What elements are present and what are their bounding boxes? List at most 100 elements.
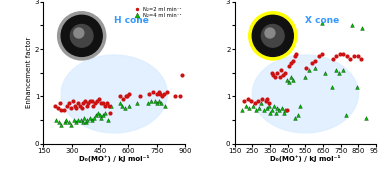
Point [126, 104, 132, 107]
Point [302, 76, 308, 79]
Point [330, 57, 336, 60]
Point [246, 107, 252, 109]
Point [98, 102, 104, 105]
Point [159, 95, 165, 98]
Point [243, 104, 249, 107]
Circle shape [252, 15, 293, 56]
Text: H cone: H cone [114, 16, 149, 25]
Point [245, 97, 251, 100]
Point [120, 97, 126, 100]
Point [154, 92, 160, 95]
Point [152, 100, 158, 102]
Point [363, 116, 369, 119]
Point [292, 116, 298, 119]
Point [56, 102, 62, 105]
Point [355, 55, 361, 58]
Point [282, 71, 288, 74]
Point [90, 104, 96, 107]
Point [266, 102, 272, 105]
Point [286, 81, 292, 84]
Point [56, 121, 62, 124]
Point [102, 111, 108, 114]
Point [241, 100, 247, 102]
Point [71, 118, 77, 121]
Circle shape [70, 24, 93, 47]
Point [279, 69, 285, 72]
Ellipse shape [61, 55, 167, 133]
Point [312, 59, 318, 62]
Point [79, 107, 85, 109]
Point [66, 121, 72, 124]
Point [82, 121, 88, 124]
Point [284, 109, 290, 112]
Point [264, 107, 270, 109]
Point [267, 111, 273, 114]
Point [122, 107, 128, 109]
Point [88, 100, 94, 102]
Point [349, 24, 355, 27]
Point [105, 104, 112, 107]
Point [271, 74, 277, 77]
Point [316, 55, 322, 58]
Point [279, 107, 285, 109]
Point [100, 102, 106, 105]
Point [280, 74, 286, 77]
Ellipse shape [252, 55, 358, 133]
Point [93, 114, 99, 117]
X-axis label: D₀(MO⁺) / kJ mol⁻¹: D₀(MO⁺) / kJ mol⁻¹ [79, 155, 149, 162]
Point [134, 102, 140, 105]
Point [94, 111, 101, 114]
Point [319, 22, 325, 25]
Point [262, 100, 268, 102]
Point [52, 104, 58, 107]
Point [87, 116, 93, 119]
Point [158, 102, 164, 105]
Point [156, 90, 162, 93]
Point [269, 109, 275, 112]
Point [261, 109, 267, 112]
Point [177, 95, 183, 98]
Point [252, 102, 258, 105]
Text: X cone: X cone [305, 16, 339, 25]
Point [73, 121, 79, 124]
Point [308, 62, 314, 65]
Point [156, 100, 162, 102]
Point [85, 102, 91, 105]
Point [293, 52, 299, 55]
X-axis label: D₀(MO⁺) / kJ mol⁻¹: D₀(MO⁺) / kJ mol⁻¹ [270, 155, 341, 162]
Point [329, 85, 335, 88]
Point [89, 118, 95, 121]
Point [253, 109, 259, 112]
Point [306, 69, 312, 72]
Point [239, 109, 245, 112]
Point [84, 104, 90, 107]
Circle shape [61, 15, 102, 56]
Point [91, 116, 97, 119]
Point [73, 107, 79, 109]
Point [87, 100, 93, 102]
Point [75, 102, 81, 105]
Point [340, 69, 346, 72]
Point [290, 78, 296, 81]
Point [58, 123, 64, 126]
Point [108, 104, 114, 107]
Point [322, 71, 328, 74]
Point [354, 85, 360, 88]
Point [77, 104, 83, 107]
Point [104, 102, 110, 105]
Point [64, 118, 70, 121]
Point [66, 102, 72, 105]
Point [164, 90, 170, 93]
Point [282, 109, 288, 112]
Point [145, 102, 151, 105]
Point [256, 100, 262, 102]
Point [149, 100, 155, 102]
Point [347, 57, 353, 60]
Point [96, 97, 102, 100]
Point [249, 104, 256, 107]
Point [126, 92, 132, 95]
Point [92, 102, 98, 105]
Point [102, 104, 108, 107]
Point [75, 118, 81, 121]
Point [358, 57, 364, 60]
